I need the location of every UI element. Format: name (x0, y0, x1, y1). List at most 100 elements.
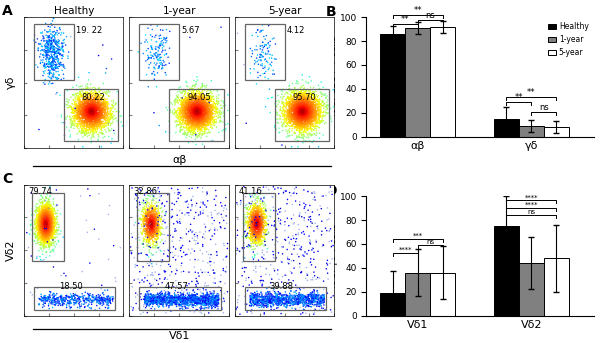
Point (152, 217, 161, 222)
Point (84, 110, 94, 115)
Point (289, 107, 298, 112)
Point (306, 126, 316, 132)
Point (256, 209, 266, 215)
Point (100, 109, 110, 115)
Point (184, 106, 194, 112)
Point (103, 297, 112, 302)
Point (197, 117, 207, 122)
Point (301, 102, 310, 107)
Point (46, 227, 56, 232)
Point (82, 118, 91, 123)
Point (185, 129, 195, 134)
Point (319, 299, 328, 305)
Point (149, 217, 158, 222)
Point (301, 117, 310, 122)
Point (284, 296, 293, 302)
Point (35, 209, 44, 214)
Point (302, 121, 312, 127)
Point (194, 114, 204, 119)
Point (190, 113, 200, 118)
Point (295, 105, 305, 110)
Point (197, 100, 207, 105)
Point (46, 301, 56, 307)
Point (304, 95, 313, 100)
Point (167, 102, 177, 107)
Point (206, 104, 215, 110)
Point (195, 110, 205, 116)
Point (75, 109, 85, 115)
Point (197, 115, 207, 120)
Point (196, 296, 206, 301)
Point (200, 117, 210, 122)
Point (195, 229, 205, 235)
Point (262, 215, 272, 221)
Point (295, 128, 304, 133)
Point (254, 214, 264, 220)
Point (163, 296, 172, 301)
Point (66, 116, 76, 121)
Point (151, 216, 161, 221)
Point (142, 227, 151, 233)
Point (32, 207, 41, 212)
Point (204, 97, 214, 103)
Point (88, 295, 98, 300)
Point (252, 234, 262, 239)
Point (185, 120, 194, 126)
Point (43, 227, 52, 233)
Point (49, 302, 59, 307)
Point (264, 291, 274, 296)
Point (191, 297, 201, 302)
Point (304, 121, 314, 126)
Point (40, 238, 49, 244)
Point (278, 101, 287, 106)
Point (154, 222, 163, 227)
Point (258, 71, 268, 76)
Point (81, 109, 91, 114)
Point (233, 246, 242, 251)
Point (190, 101, 199, 106)
Point (292, 114, 301, 120)
Point (86, 109, 95, 115)
Point (85, 115, 94, 120)
Point (87, 105, 97, 111)
Point (184, 110, 193, 115)
Point (37, 229, 46, 235)
Point (293, 123, 303, 128)
Point (88, 115, 97, 120)
Point (251, 217, 261, 223)
Point (205, 97, 214, 103)
Point (251, 301, 260, 307)
Point (37, 225, 47, 230)
Point (148, 221, 157, 227)
Point (43, 224, 52, 230)
Point (314, 301, 324, 307)
Point (34, 216, 44, 222)
Point (299, 122, 308, 127)
Point (32, 224, 42, 229)
Point (140, 192, 149, 198)
Point (292, 299, 302, 304)
Point (190, 234, 200, 239)
Point (248, 215, 257, 221)
Point (204, 106, 214, 111)
Point (43, 210, 53, 216)
Point (101, 299, 110, 304)
Point (269, 223, 279, 229)
Point (133, 251, 142, 257)
Point (251, 291, 260, 296)
Point (192, 110, 202, 116)
Point (184, 293, 194, 298)
Point (170, 298, 179, 303)
Point (301, 107, 310, 112)
Point (189, 114, 199, 119)
Point (127, 304, 136, 309)
Point (199, 297, 208, 303)
Point (196, 114, 206, 119)
Point (247, 277, 256, 283)
Point (248, 205, 257, 211)
Point (107, 102, 117, 107)
Point (145, 231, 155, 236)
Point (188, 130, 197, 135)
Point (188, 300, 197, 305)
Point (151, 298, 160, 304)
